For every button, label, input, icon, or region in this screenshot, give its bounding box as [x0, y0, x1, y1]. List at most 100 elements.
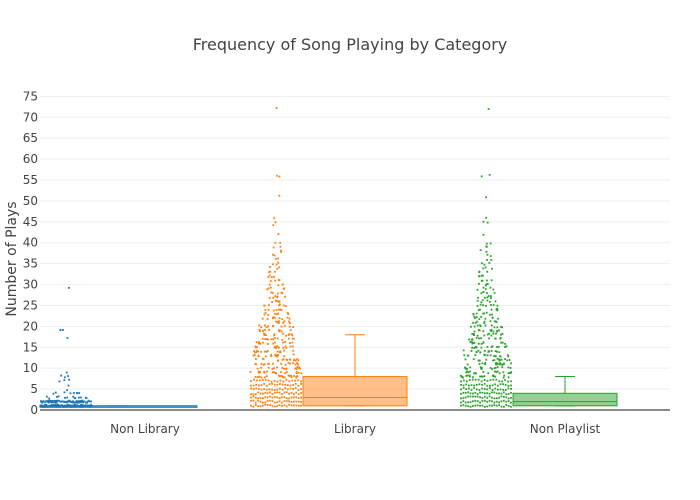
data-point: [462, 376, 464, 379]
data-point: [481, 397, 484, 399]
data-point: [460, 401, 462, 404]
data-point: [296, 362, 299, 365]
data-point: [273, 334, 276, 337]
data-point: [488, 350, 490, 353]
data-point: [257, 405, 260, 408]
data-point: [510, 388, 512, 390]
data-point: [498, 358, 501, 361]
data-point: [270, 291, 273, 294]
data-point: [507, 380, 509, 383]
data-point: [491, 389, 494, 391]
data-point: [90, 400, 92, 403]
data-point: [496, 388, 499, 391]
data-point: [261, 378, 264, 381]
data-point: [471, 341, 474, 344]
y-tick-label: 60: [23, 152, 38, 166]
data-point: [280, 309, 283, 311]
data-point: [262, 392, 264, 395]
data-point: [63, 391, 66, 394]
data-point: [292, 337, 295, 340]
data-point: [283, 367, 285, 370]
data-point: [500, 392, 503, 395]
data-point: [496, 350, 498, 353]
data-point: [496, 309, 499, 312]
data-point: [283, 391, 286, 394]
data-point: [282, 346, 285, 349]
data-point: [460, 380, 462, 383]
data-point: [284, 295, 287, 298]
data-point: [255, 341, 258, 344]
data-point: [291, 379, 294, 382]
data-point: [498, 396, 500, 399]
data-point: [87, 399, 90, 402]
data-point: [502, 383, 505, 386]
data-point: [464, 366, 466, 369]
data-point: [252, 405, 255, 408]
data-point: [40, 401, 43, 403]
data-point: [486, 400, 489, 403]
data-point: [54, 401, 56, 404]
data-point: [267, 304, 270, 307]
data-point: [295, 400, 298, 403]
data-point: [289, 329, 292, 331]
data-point: [295, 391, 298, 394]
data-point: [292, 349, 295, 352]
data-point: [273, 316, 276, 319]
data-point: [464, 401, 467, 404]
data-point: [474, 378, 477, 381]
data-point: [504, 389, 507, 391]
data-point: [464, 358, 467, 361]
data-point: [278, 300, 281, 303]
data-point: [483, 388, 486, 390]
data-point: [481, 391, 484, 394]
data-point: [498, 329, 500, 332]
data-point: [281, 338, 284, 341]
data-point: [472, 321, 474, 324]
box-iqr: [512, 392, 618, 407]
data-point: [298, 366, 300, 369]
data-point: [469, 395, 472, 398]
data-point: [258, 371, 260, 374]
data-point: [482, 304, 485, 307]
data-point: [292, 326, 295, 328]
data-point: [45, 404, 48, 406]
data-point: [294, 363, 297, 366]
data-point: [272, 224, 275, 227]
data-point: [477, 296, 479, 299]
data-point: [496, 366, 499, 369]
data-point: [500, 326, 502, 328]
data-point: [463, 379, 465, 382]
data-point: [498, 392, 500, 395]
data-point: [480, 262, 483, 265]
data-point: [260, 363, 263, 365]
data-point: [256, 367, 259, 370]
data-point: [498, 401, 500, 404]
data-point: [285, 370, 288, 373]
data-point: [271, 400, 274, 402]
data-point: [479, 303, 482, 306]
data-point: [289, 345, 292, 348]
data-point: [273, 405, 276, 408]
data-point: [466, 370, 469, 373]
data-point: [460, 404, 462, 407]
data-point: [291, 345, 294, 348]
data-point: [490, 346, 493, 348]
data-point: [290, 396, 293, 399]
y-tick-label: 65: [23, 131, 38, 145]
data-point: [257, 391, 260, 394]
data-point: [293, 375, 295, 377]
data-point: [257, 370, 260, 373]
data-point: [280, 249, 282, 252]
data-point: [256, 350, 258, 352]
data-point: [496, 384, 499, 387]
data-point: [505, 403, 508, 406]
data-point: [59, 329, 62, 331]
data-point: [300, 401, 302, 403]
data-point: [79, 400, 82, 403]
data-point: [491, 400, 493, 403]
data-point: [495, 320, 498, 323]
data-point: [472, 395, 474, 398]
x-axis-ticks: Non Library Library Non Playlist: [110, 422, 600, 436]
data-point: [285, 305, 287, 308]
data-point: [510, 362, 512, 365]
